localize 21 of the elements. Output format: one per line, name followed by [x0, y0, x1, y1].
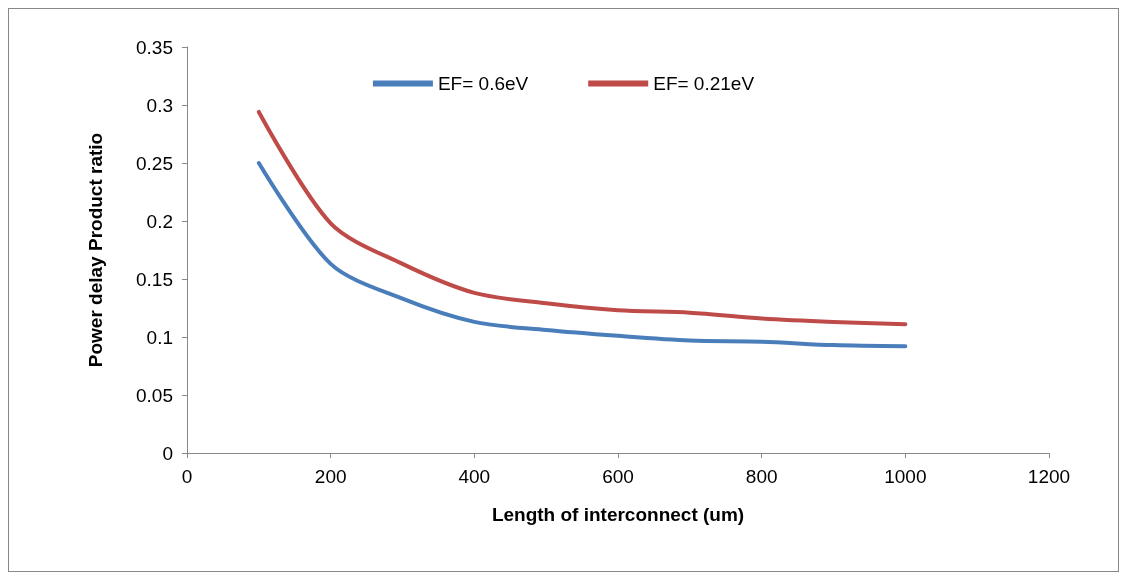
x-axis-title: Length of interconnect (um) [491, 504, 745, 525]
x-tick-label: 0 [181, 466, 193, 487]
x-tick-label: 200 [314, 466, 347, 487]
line-series [256, 161, 908, 349]
y-tick-label: 0.25 [136, 152, 173, 174]
y-tick-label: 0.3 [146, 94, 173, 116]
y-axis-title: Power delay Product ratio [85, 132, 106, 368]
x-tick-label: 400 [458, 466, 491, 487]
x-tick-label: 800 [745, 466, 778, 487]
y-tick-label: 0.2 [146, 210, 173, 232]
x-tick-label: 1200 [1027, 466, 1071, 487]
y-tick-label: 0.05 [136, 384, 173, 406]
y-tick-label: 0.15 [136, 268, 173, 290]
y-tick-label: 0 [162, 442, 173, 464]
line-series [256, 109, 908, 327]
legend-label: EF= 0.6eV [437, 73, 529, 94]
x-tick-label: 1000 [884, 466, 927, 487]
y-tick-label: 0.35 [136, 36, 173, 58]
legend-label: EF= 0.21eV [653, 73, 755, 94]
y-tick-label: 0.1 [146, 326, 173, 348]
x-tick-label: 600 [602, 466, 634, 487]
